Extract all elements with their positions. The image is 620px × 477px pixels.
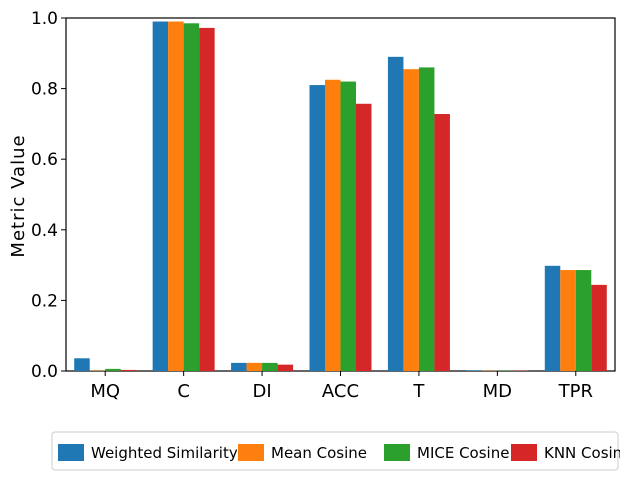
legend: Weighted Similarity Mean Cosine MICE Cosin… [52, 432, 620, 470]
y-tick-label: 0.4 [31, 221, 58, 241]
bar-di-1 [231, 363, 247, 371]
y-axis-title: Metric Value [8, 134, 29, 257]
y-tick-label: 0.2 [31, 291, 58, 311]
legend-label: MICE Cosine [417, 444, 509, 462]
y-tick-label: 0.8 [31, 80, 58, 100]
legend-swatch [511, 444, 537, 461]
x-tick-label: ACC [322, 381, 359, 402]
y-tick-label: 0.0 [31, 362, 58, 382]
bars-group [74, 22, 607, 371]
x-tick-label: C [177, 381, 190, 402]
bar-t-1 [388, 57, 404, 371]
bar-md-1 [466, 370, 482, 371]
bar-tpr-2 [560, 270, 576, 371]
bar-c-4 [199, 28, 215, 371]
bar-di-3 [262, 363, 278, 371]
bar-di-2 [247, 363, 262, 371]
bar-acc-3 [341, 82, 357, 371]
x-tick-label: TPR [558, 381, 593, 402]
x-tick-label: DI [252, 381, 271, 402]
bar-t-3 [419, 67, 435, 371]
bar-tpr-3 [576, 270, 592, 371]
bar-t-4 [434, 114, 450, 371]
x-tick-label: MQ [90, 381, 120, 402]
bar-c-1 [153, 22, 169, 371]
x-axis: MQ C DI ACC T MD TPR [90, 371, 593, 402]
legend-swatch [58, 444, 84, 461]
bar-acc-2 [325, 80, 341, 371]
bar-acc-1 [310, 85, 326, 371]
bar-mq-4 [121, 370, 137, 371]
bar-c-3 [184, 23, 200, 371]
bar-tpr-1 [545, 266, 561, 371]
legend-label: Mean Cosine [271, 444, 367, 462]
bar-acc-4 [356, 104, 372, 371]
y-tick-label: 0.6 [31, 150, 58, 170]
legend-swatch [384, 444, 410, 461]
bar-tpr-4 [591, 285, 607, 371]
y-tick-label: 1.0 [31, 9, 58, 29]
legend-label: KNN Cosine [544, 444, 620, 462]
legend-swatch [238, 444, 264, 461]
x-tick-label: MD [483, 381, 512, 402]
bar-mq-1 [74, 358, 90, 371]
bar-t-2 [403, 69, 419, 371]
legend-label: Weighted Similarity [91, 444, 238, 462]
x-tick-label: T [412, 381, 425, 402]
y-axis: 0.0 0.2 0.4 0.6 0.8 1.0 [31, 9, 66, 382]
bar-di-4 [278, 365, 294, 371]
bar-mq-3 [105, 369, 121, 371]
bar-c-2 [168, 22, 184, 371]
